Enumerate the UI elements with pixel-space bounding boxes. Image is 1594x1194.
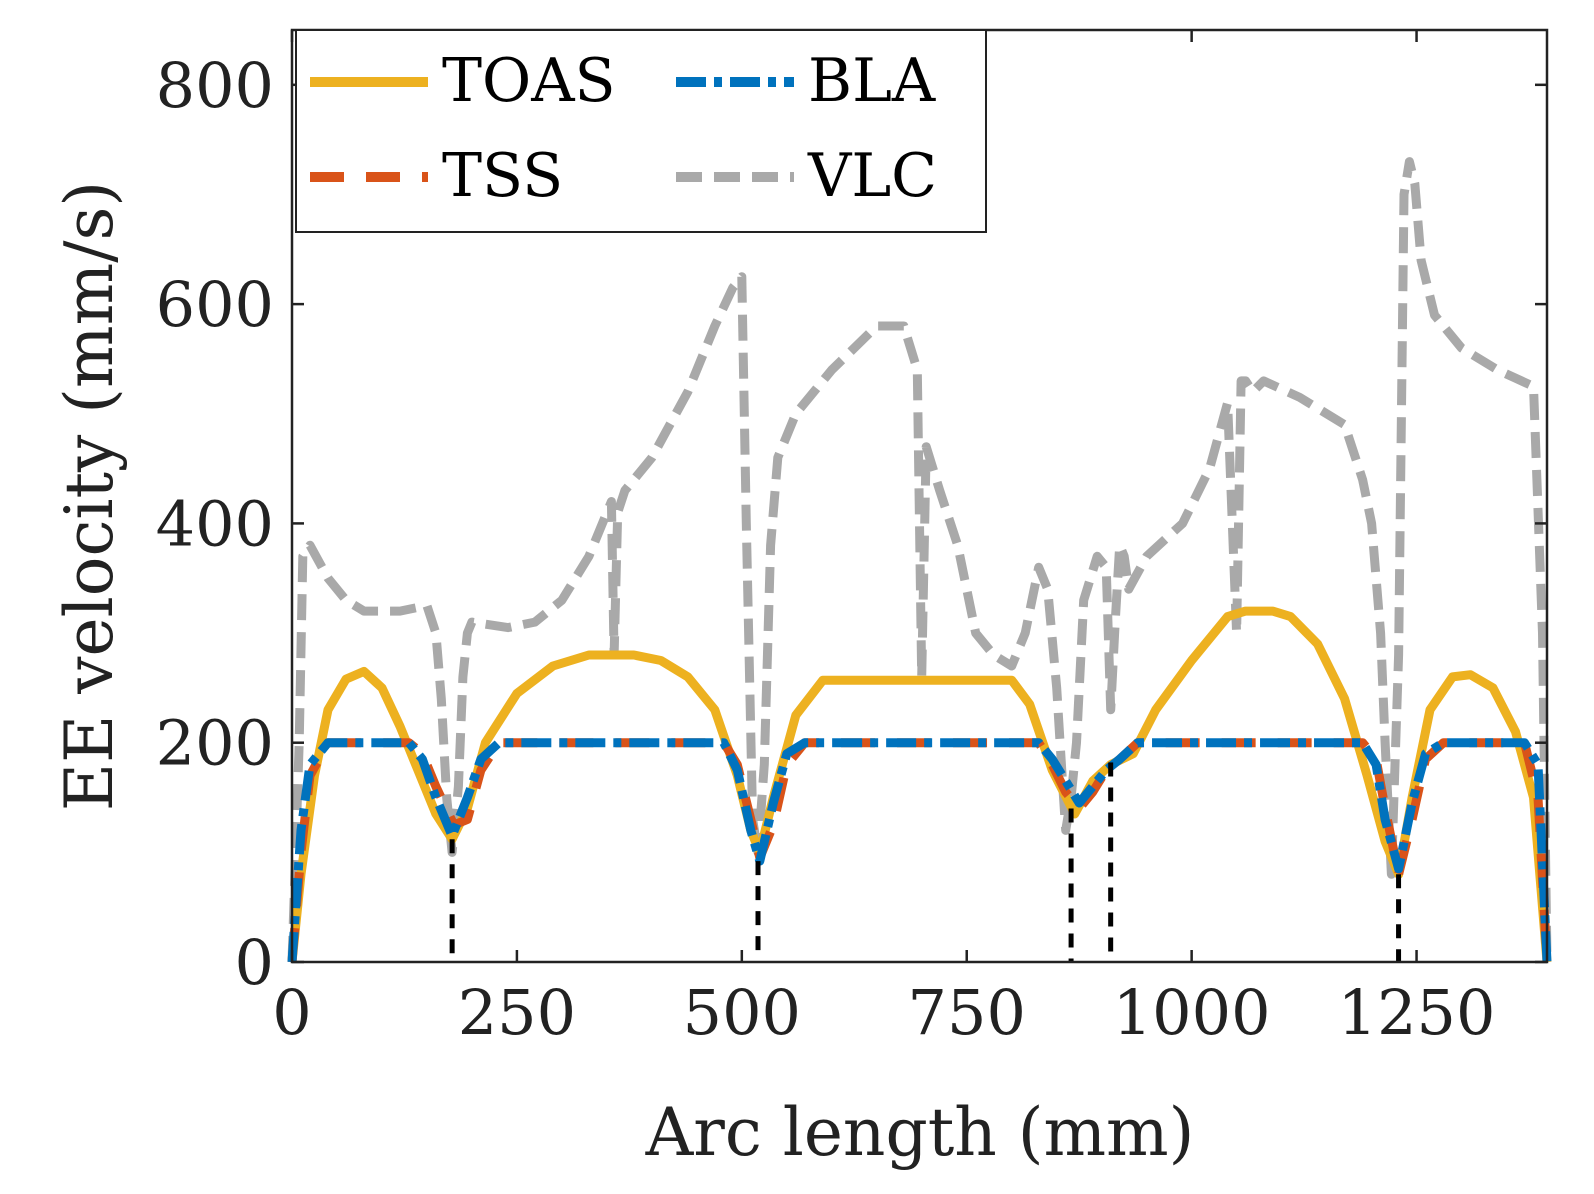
y-axis: 0 200 400 600 800 bbox=[156, 49, 1547, 999]
x-axis-title: Arc length (mm) bbox=[645, 1094, 1195, 1171]
legend-box bbox=[295, 29, 987, 233]
y-tick-label: 800 bbox=[156, 49, 274, 122]
legend-label-toas: TOAS bbox=[442, 46, 616, 116]
legend-label-vlc: VLC bbox=[807, 141, 937, 211]
y-tick-label: 0 bbox=[235, 926, 274, 999]
y-tick-label: 200 bbox=[156, 707, 274, 780]
legend-label-tss: TSS bbox=[442, 141, 563, 211]
series-layer bbox=[287, 157, 1552, 963]
x-tick-label: 750 bbox=[908, 976, 1026, 1049]
x-axis: 0 250 500 750 1000 1250 bbox=[272, 30, 1495, 1049]
legend: TOAS BLA TSS VLC bbox=[295, 29, 987, 233]
vertical-markers bbox=[449, 762, 1402, 962]
y-tick-label: 600 bbox=[156, 268, 274, 341]
x-tick-label: 250 bbox=[458, 976, 576, 1049]
x-tick-label: 500 bbox=[683, 976, 801, 1049]
series-line-vlc bbox=[287, 157, 1552, 963]
legend-label-bla: BLA bbox=[808, 46, 936, 116]
series-line-bla bbox=[287, 738, 1552, 963]
x-tick-label: 1000 bbox=[1113, 976, 1271, 1049]
series-line-toas bbox=[287, 606, 1552, 963]
x-tick-label: 1250 bbox=[1338, 976, 1496, 1049]
y-axis-title: EE velocity (mm/s) bbox=[51, 181, 128, 811]
y-tick-label: 400 bbox=[156, 487, 274, 560]
x-tick-label: 0 bbox=[272, 976, 311, 1049]
